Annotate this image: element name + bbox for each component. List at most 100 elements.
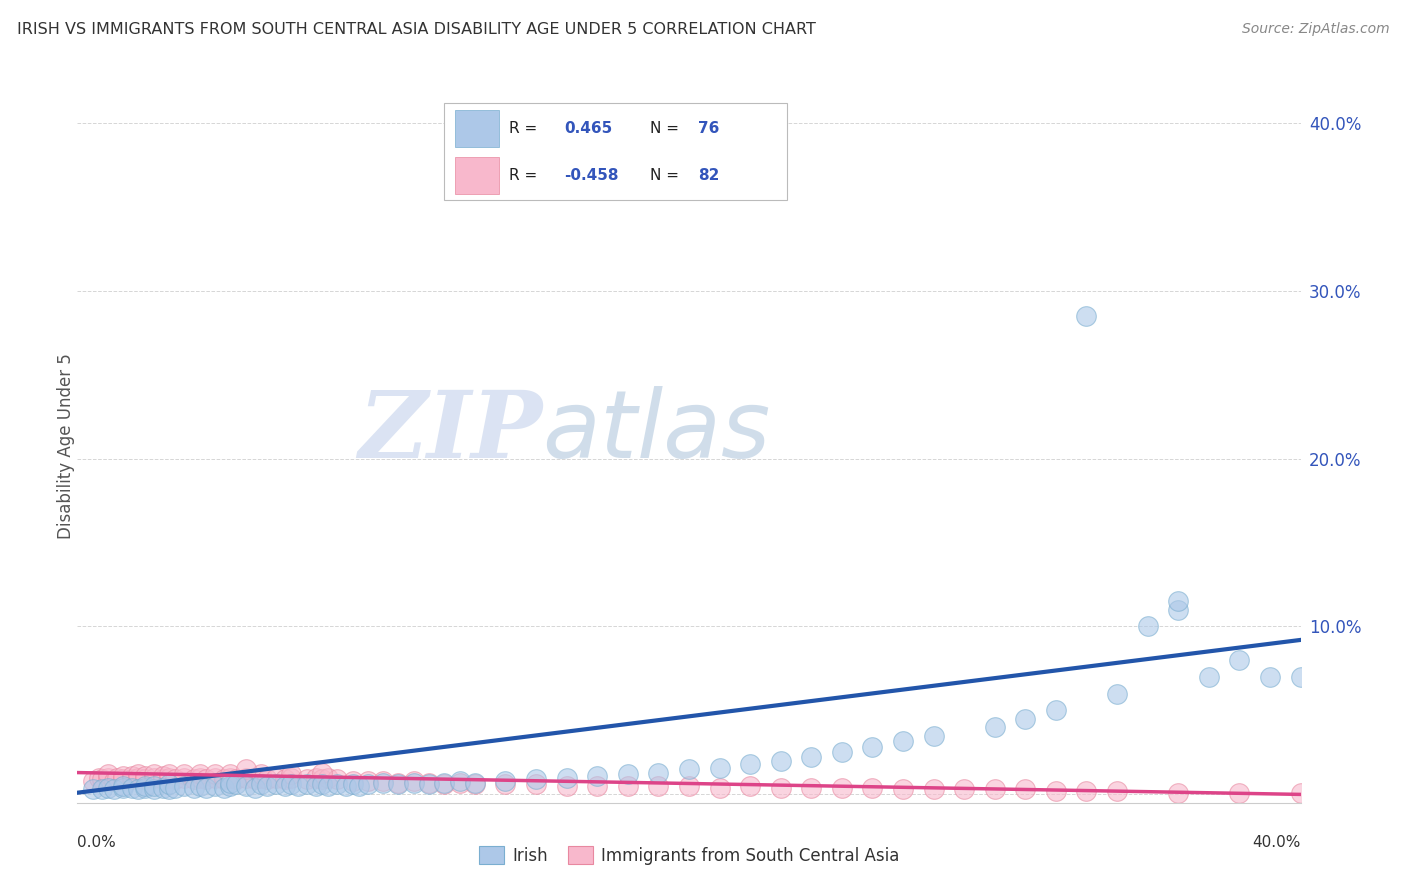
Point — [387, 775, 409, 789]
Point — [157, 767, 180, 781]
Point — [647, 779, 669, 793]
Point — [586, 769, 609, 783]
Text: 0.0%: 0.0% — [77, 836, 117, 850]
Point — [264, 771, 287, 785]
Point — [326, 777, 349, 791]
Point — [953, 782, 976, 797]
Point — [219, 767, 242, 781]
Point — [1014, 782, 1036, 797]
Point — [142, 782, 165, 797]
Point — [342, 777, 364, 791]
Point — [219, 775, 242, 789]
Point — [311, 772, 333, 787]
Point — [112, 769, 135, 783]
Point — [157, 771, 180, 785]
Point — [769, 754, 792, 768]
Point — [1198, 670, 1220, 684]
Text: ZIP: ZIP — [359, 387, 543, 476]
Point — [1258, 670, 1281, 684]
Point — [326, 772, 349, 787]
Point — [295, 772, 318, 787]
Point — [142, 771, 165, 785]
Point — [342, 774, 364, 789]
Text: Source: ZipAtlas.com: Source: ZipAtlas.com — [1241, 22, 1389, 37]
Point — [371, 774, 394, 789]
Point — [250, 767, 273, 781]
Point — [103, 774, 125, 789]
Point — [152, 769, 174, 783]
Point — [1289, 786, 1312, 800]
Point — [740, 757, 762, 772]
Point — [418, 777, 440, 791]
Point — [555, 779, 578, 793]
Point — [212, 772, 235, 787]
Point — [82, 774, 104, 789]
Point — [305, 771, 328, 785]
Point — [295, 777, 318, 791]
Point — [524, 772, 547, 787]
Legend: Irish, Immigrants from South Central Asia: Irish, Immigrants from South Central Asi… — [470, 838, 908, 873]
Point — [256, 772, 278, 787]
Point — [1167, 594, 1189, 608]
Point — [127, 771, 149, 785]
Point — [134, 780, 156, 795]
Point — [335, 779, 357, 793]
Point — [287, 779, 309, 793]
Point — [82, 782, 104, 797]
Point — [243, 780, 266, 795]
Point — [984, 782, 1007, 797]
Point — [173, 767, 195, 781]
Point — [256, 779, 278, 793]
Point — [449, 775, 471, 789]
Point — [311, 777, 333, 791]
Point — [204, 771, 226, 785]
Point — [250, 771, 273, 785]
Point — [165, 772, 187, 787]
Point — [112, 772, 135, 787]
Text: 40.0%: 40.0% — [1253, 836, 1301, 850]
Point — [316, 779, 339, 793]
Point — [1045, 703, 1067, 717]
Point — [188, 771, 211, 785]
Point — [235, 771, 257, 785]
Point — [152, 780, 174, 795]
Point — [1076, 309, 1098, 323]
Point — [90, 772, 112, 787]
Point — [280, 771, 302, 785]
Point — [274, 779, 297, 793]
Point — [1229, 786, 1251, 800]
Point — [173, 771, 195, 785]
Point — [235, 762, 257, 776]
Point — [709, 780, 731, 795]
Point — [617, 779, 640, 793]
Point — [1229, 653, 1251, 667]
Point — [1289, 670, 1312, 684]
Point — [1136, 619, 1159, 633]
Point — [188, 767, 211, 781]
Point — [142, 767, 165, 781]
Point — [188, 779, 211, 793]
Point — [357, 777, 380, 791]
Point — [134, 779, 156, 793]
Text: atlas: atlas — [543, 386, 770, 477]
Point — [891, 733, 914, 747]
Point — [250, 777, 273, 791]
Point — [1014, 712, 1036, 726]
Point — [555, 771, 578, 785]
Point — [862, 740, 884, 755]
Point — [1076, 784, 1098, 798]
Point — [709, 760, 731, 774]
Point — [121, 769, 143, 783]
Point — [225, 777, 247, 791]
Point — [831, 746, 853, 760]
Point — [194, 772, 217, 787]
Point — [112, 780, 135, 795]
Point — [204, 767, 226, 781]
Point — [97, 767, 120, 781]
Point — [464, 775, 486, 789]
Point — [97, 780, 120, 795]
Point — [617, 767, 640, 781]
Point — [225, 772, 247, 787]
Point — [305, 779, 328, 793]
Point — [495, 774, 517, 789]
